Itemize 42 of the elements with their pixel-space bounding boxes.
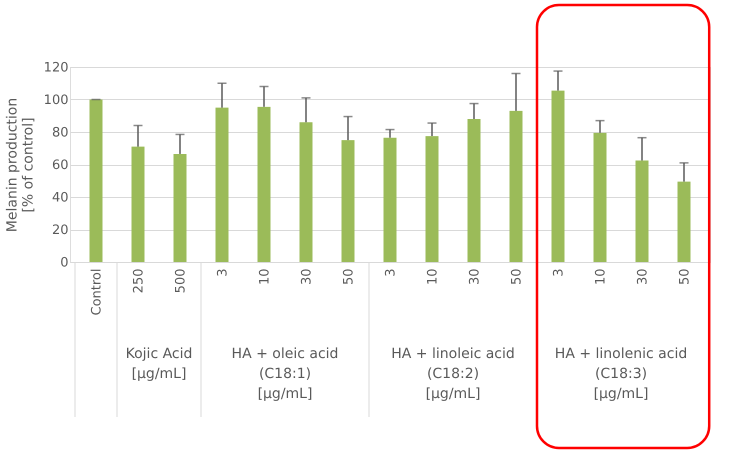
x-tick-label: 50 <box>510 268 524 286</box>
x-tick-label: 30 <box>636 268 650 286</box>
text: HA + linolenic acid (C18:3) [µg/mL] <box>554 346 688 402</box>
bar <box>636 160 648 262</box>
y-tick-label: 120 <box>44 60 68 76</box>
text: HA + oleic acid (C18:1) [µg/mL] <box>232 346 338 402</box>
x-tick-label: 250 <box>132 268 146 294</box>
y-axis-title: Melanin production [% of control] <box>4 98 37 232</box>
x-tick-label: 3 <box>552 268 566 277</box>
bar <box>426 136 438 262</box>
x-tick-label: 10 <box>258 268 272 286</box>
y-tick-label: 60 <box>52 158 68 173</box>
bar <box>384 138 396 262</box>
bar <box>510 110 522 262</box>
bar <box>552 90 564 262</box>
x-tick-label: 3 <box>384 268 398 277</box>
bar <box>174 154 186 262</box>
y-tick-label: 80 <box>52 126 68 140</box>
x-tick-label: 50 <box>678 268 692 286</box>
y-tick-label: 0 <box>60 256 68 270</box>
bar <box>132 146 144 262</box>
bar <box>678 182 690 262</box>
bar <box>258 106 270 262</box>
bar <box>90 100 102 262</box>
text: Kojic Acid [µg/mL] <box>126 346 192 382</box>
x-tick-label: 10 <box>594 268 608 286</box>
bar <box>468 119 480 262</box>
x-tick-label: 30 <box>468 268 482 286</box>
bar <box>216 108 228 262</box>
bar <box>594 132 606 262</box>
y-tick-label: 100 <box>44 93 68 108</box>
x-tick-label: 30 <box>300 268 314 286</box>
x-tick-label: 50 <box>342 268 356 286</box>
x-tick-label: 3 <box>216 268 230 277</box>
bar <box>300 122 312 262</box>
bar <box>342 140 354 262</box>
x-tick-label: 500 <box>174 268 188 294</box>
y-tick-label: 40 <box>52 190 68 206</box>
x-tick-label: 10 <box>426 268 440 286</box>
x-tick-label: Control <box>90 268 104 316</box>
text: HA + linoleic acid (C18:2) [µg/mL] <box>391 346 515 402</box>
y-tick-label: 20 <box>52 223 68 238</box>
